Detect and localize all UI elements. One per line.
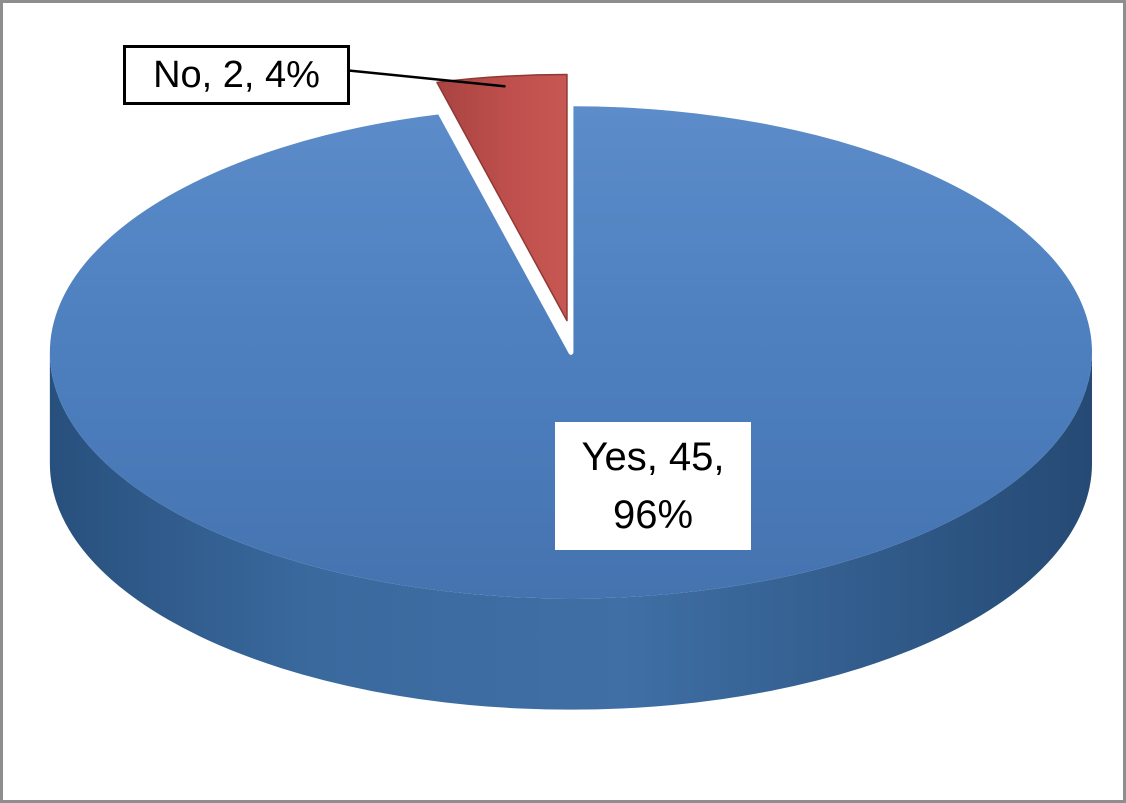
data-label-yes-line1: Yes, 45, [581, 435, 725, 479]
pie-side-yes [49, 352, 1093, 710]
data-label-no: No, 2, 4% [123, 45, 350, 105]
leader-line [348, 69, 506, 88]
pie-chart-3d [49, 69, 1093, 710]
data-label-yes-line2: 96% [612, 493, 694, 537]
pie-slice-no [436, 73, 568, 322]
data-label-yes: Yes, 45, 96% [555, 422, 751, 550]
